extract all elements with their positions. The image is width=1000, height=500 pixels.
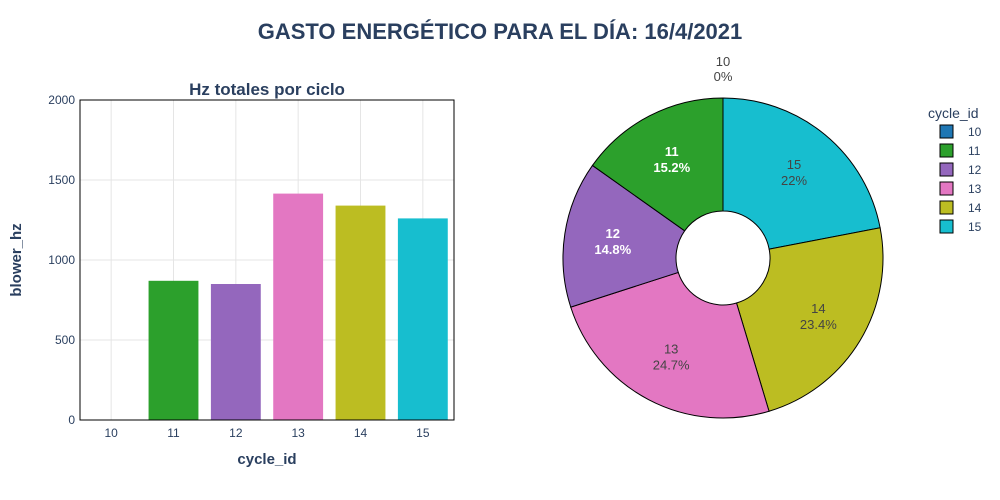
bar-plot-frame <box>79 99 455 421</box>
x-tick-label: 11 <box>167 426 180 440</box>
bar-12 <box>210 284 261 420</box>
x-tick-labels: 10 11 12 13 14 15 <box>104 426 429 440</box>
bar-11 <box>148 280 199 420</box>
bar-chart-title: Hz totales por ciclo <box>189 80 345 99</box>
x-axis-title: cycle_id <box>237 451 296 468</box>
slice-11 <box>591 97 724 232</box>
slice-label-11: 11 15.2% <box>653 144 690 175</box>
x-tick-label: 10 <box>104 426 118 440</box>
x-tick-label: 15 <box>416 426 430 440</box>
legend-label-15[interactable]: 15 <box>968 220 982 234</box>
x-tick-label: 12 <box>229 426 243 440</box>
legend-swatch-11[interactable] <box>939 143 954 158</box>
main-title: GASTO ENERGÉTICO PARA EL DÍA: 16/4/2021 <box>258 19 743 44</box>
y-axis-title: blower_hz <box>8 223 25 296</box>
x-tick-label: 13 <box>291 426 305 440</box>
legend-label-10[interactable]: 10 <box>968 125 982 139</box>
legend-swatch-10[interactable] <box>939 124 954 139</box>
slice-13 <box>570 271 770 419</box>
legend-swatch-14[interactable] <box>939 200 954 215</box>
legend-label-13[interactable]: 13 <box>968 182 982 196</box>
legend-swatch-12[interactable] <box>939 162 954 177</box>
legend-label-14[interactable]: 14 <box>968 201 982 215</box>
legend-swatch-13[interactable] <box>939 181 954 196</box>
y-tick-label: 1500 <box>48 173 75 187</box>
legend-items: 10 11 12 13 14 15 <box>939 124 982 234</box>
slice-12 <box>562 164 686 308</box>
legend-title: cycle_id <box>928 105 979 121</box>
slice-14 <box>735 227 884 412</box>
y-tick-label: 2000 <box>48 93 75 107</box>
legend-swatch-15[interactable] <box>939 219 954 234</box>
donut-chart: 10 0% 15 22% 14 23.4% 13 24.7% 12 14.8% 11 15.2% <box>562 54 884 419</box>
y-tick-label: 0 <box>68 413 75 427</box>
y-tick-labels: 0 500 1000 1500 2000 <box>48 93 75 427</box>
donut-slices <box>562 97 884 419</box>
slice-label-12: 12 14.8% <box>594 226 631 257</box>
legend-label-11[interactable]: 11 <box>968 144 981 158</box>
slice-15 <box>722 97 881 250</box>
legend: cycle_id 10 11 12 13 14 15 <box>928 105 982 234</box>
bar-15 <box>397 218 448 420</box>
slice-label-14: 14 23.4% <box>800 301 837 332</box>
slice-label-15: 15 22% <box>781 157 807 188</box>
y-tick-label: 1000 <box>48 253 75 267</box>
slice-label-10: 10 0% <box>714 54 733 84</box>
y-tick-label: 500 <box>55 333 75 347</box>
bar-14 <box>335 205 386 420</box>
bar-13 <box>273 193 324 420</box>
donut-labels: 10 0% 15 22% 14 23.4% 13 24.7% 12 14.8% 11 15.2% <box>594 54 837 373</box>
bar-chart: Hz totales por ciclo 0 500 1000 1500 2000 10… <box>8 80 455 468</box>
slice-label-13: 13 24.7% <box>653 342 690 373</box>
x-tick-label: 14 <box>354 426 368 440</box>
bar-series <box>148 193 448 420</box>
legend-label-12[interactable]: 12 <box>968 163 982 177</box>
